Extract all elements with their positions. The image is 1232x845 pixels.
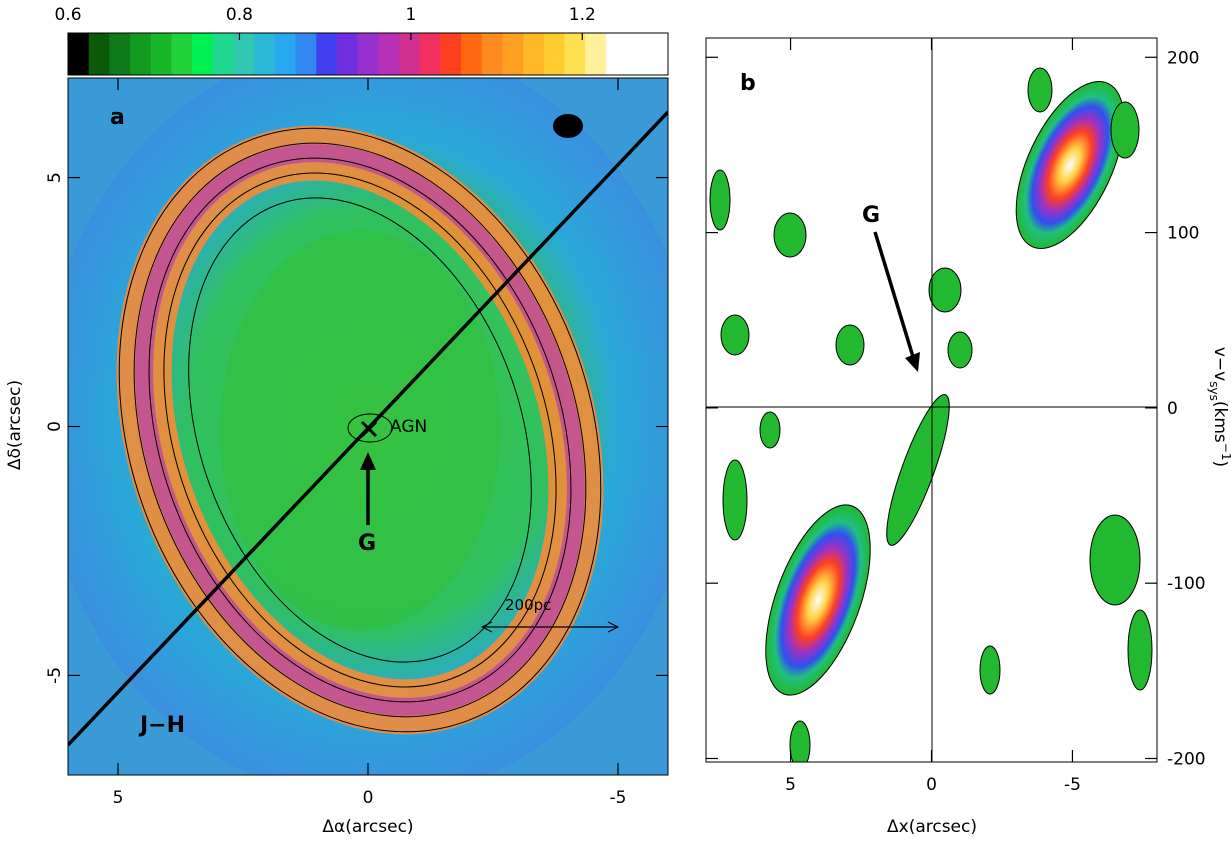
y-tick-label: 5 bbox=[45, 172, 65, 183]
y-axis-label: Δδ(arcsec) bbox=[5, 380, 25, 470]
y-tick-label: 200 bbox=[1167, 48, 1199, 68]
label-part: −1 bbox=[1219, 443, 1232, 461]
colorbar-cell bbox=[150, 33, 172, 75]
x-tick-label: 5 bbox=[785, 775, 796, 795]
colorbar-cell bbox=[440, 33, 462, 75]
label-part: ) bbox=[1210, 460, 1230, 467]
x-tick-label: 0 bbox=[363, 788, 374, 808]
colorbar-cell bbox=[543, 33, 566, 75]
colorbar-cell bbox=[502, 33, 524, 75]
colorbar-cell bbox=[626, 33, 648, 75]
panel-a-image bbox=[68, 78, 668, 775]
annotation: 200pc bbox=[505, 596, 551, 614]
label-part: v−v bbox=[1210, 347, 1230, 381]
y-tick-label: -200 bbox=[1167, 749, 1206, 769]
colorbar-tick-label: 1.2 bbox=[569, 5, 596, 25]
colorbar-cell bbox=[399, 33, 421, 75]
y-tick-label: -100 bbox=[1167, 574, 1206, 594]
colorbar-cell bbox=[212, 33, 235, 75]
colorbar-cell bbox=[295, 33, 317, 75]
x-tick-label: 0 bbox=[926, 775, 937, 795]
y-tick-label: 0 bbox=[45, 421, 65, 432]
annotation: G bbox=[358, 531, 376, 556]
colorbar-cell bbox=[192, 33, 214, 75]
colorbar-cell bbox=[419, 33, 441, 75]
colorbar-cell bbox=[171, 33, 193, 75]
colorbar-cell bbox=[605, 33, 628, 75]
colorbar-cell bbox=[481, 33, 503, 75]
colorbar-cell bbox=[523, 33, 545, 75]
y-tick-label: 0 bbox=[1167, 399, 1178, 419]
colorbar-cell bbox=[564, 33, 586, 75]
label-part: sys bbox=[1207, 381, 1221, 401]
colorbar-tick-label: 0.6 bbox=[54, 5, 81, 25]
x-axis-label: Δα(arcsec) bbox=[322, 817, 413, 837]
panel-label: a bbox=[110, 105, 125, 130]
colorbar-tick-label: 1 bbox=[405, 5, 416, 25]
x-tick-label: -5 bbox=[1064, 775, 1081, 795]
panel-label: b bbox=[740, 71, 756, 96]
colorbar-cell bbox=[254, 33, 276, 75]
colorbar-cell bbox=[647, 33, 669, 75]
x-tick-label: -5 bbox=[610, 788, 627, 808]
colorbar-cell bbox=[68, 33, 90, 75]
colorbar-cell bbox=[461, 33, 483, 75]
label-part: (kms bbox=[1210, 401, 1230, 443]
colorbar-cell bbox=[585, 33, 607, 75]
x-axis-label: Δx(arcsec) bbox=[887, 817, 977, 837]
colorbar-cell bbox=[316, 33, 338, 75]
annotation: J−H bbox=[138, 713, 185, 738]
colorbar-cell bbox=[233, 33, 255, 75]
colorbar-cell bbox=[378, 33, 400, 75]
colorbar-cell bbox=[109, 33, 131, 75]
annotation: AGN bbox=[390, 417, 427, 437]
annotation: G bbox=[862, 203, 880, 228]
panel-b-image bbox=[706, 38, 1157, 762]
colorbar-tick-label: 0.8 bbox=[226, 5, 253, 25]
colorbar-cell bbox=[357, 33, 379, 75]
colorbar-cell bbox=[336, 33, 359, 75]
x-tick-label: 5 bbox=[113, 788, 124, 808]
colorbar-cell bbox=[274, 33, 297, 75]
colorbar-frame bbox=[67, 32, 669, 76]
y-axis-label: v−vsys(kms−1) bbox=[1207, 347, 1232, 467]
colorbar-cell bbox=[88, 33, 110, 75]
colorbar-cell bbox=[130, 33, 152, 75]
y-tick-label: 100 bbox=[1167, 224, 1199, 244]
y-tick-label: -5 bbox=[45, 667, 65, 684]
